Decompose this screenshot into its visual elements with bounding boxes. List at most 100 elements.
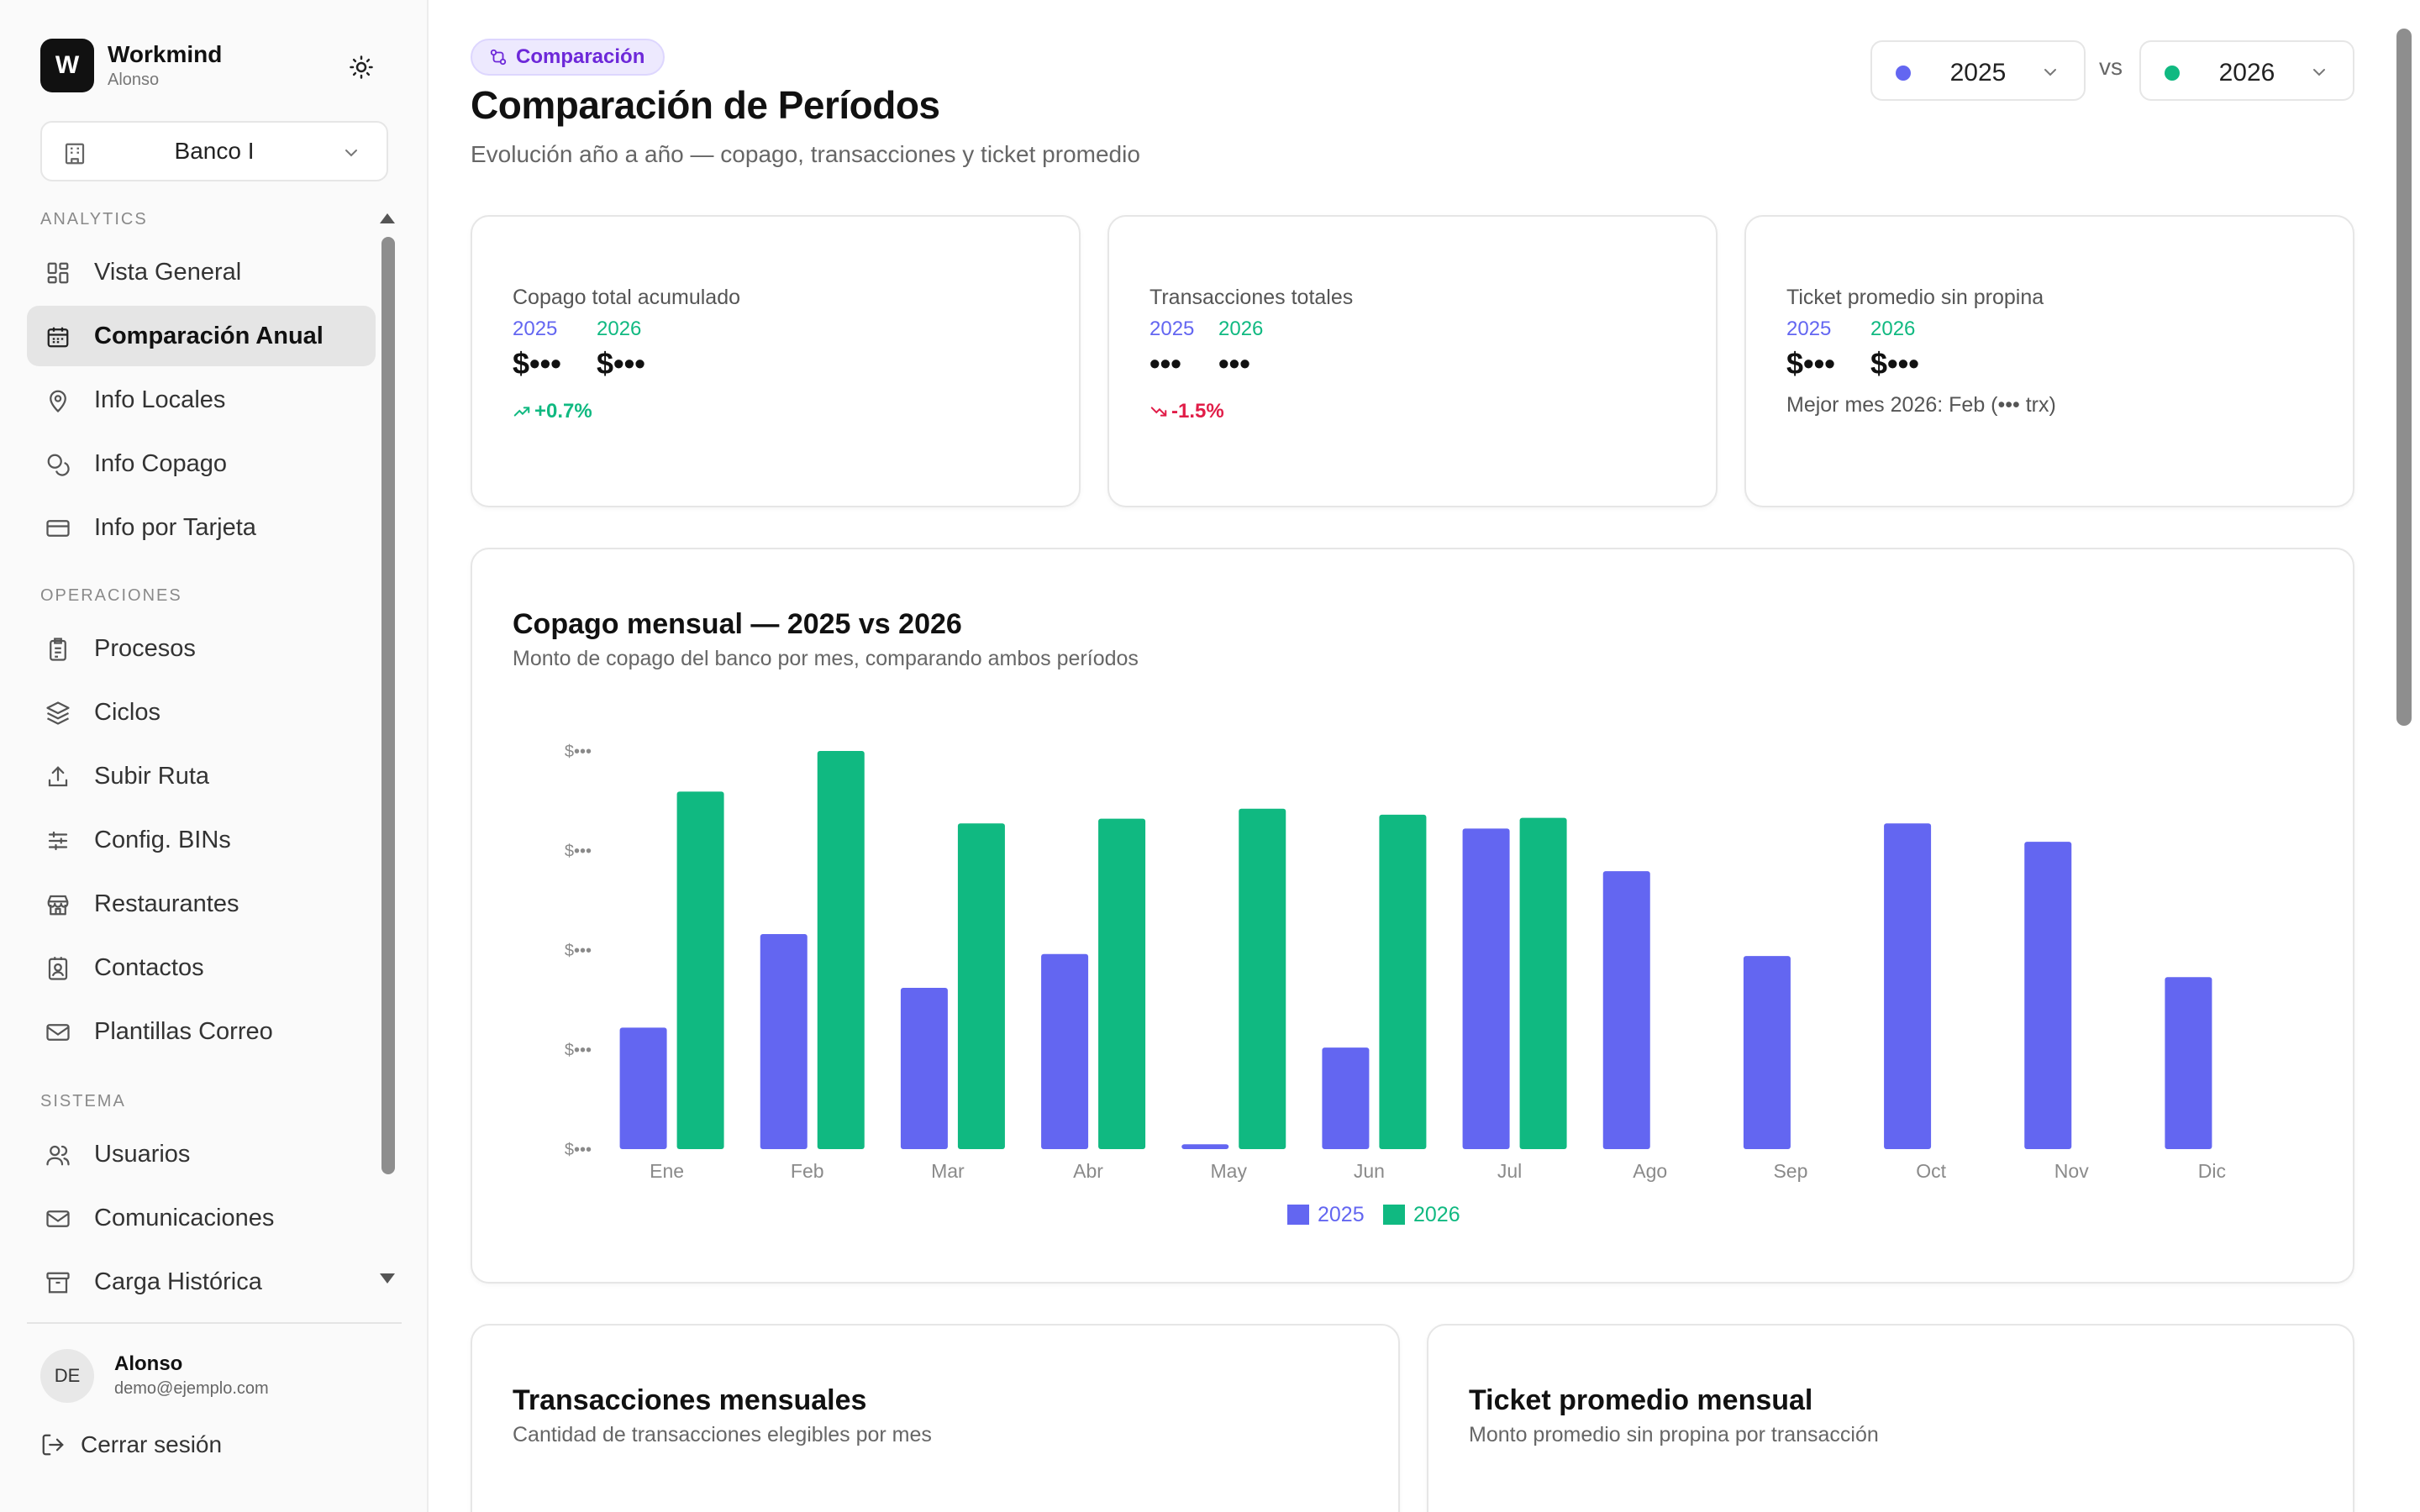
brand-user: Alonso [108,71,160,89]
sun-icon [350,55,373,79]
sidebar-item-info-copago[interactable]: Info Copago [27,433,376,494]
sidebar-scroll-up-arrow[interactable] [380,213,395,223]
sidebar-item-plantillas-correo[interactable]: Plantillas Correo [27,1001,376,1062]
sidebar-item-label: Usuarios [94,1140,191,1168]
kpi-value-b: $••• [1870,346,1919,381]
kpi-delta: -1.5% [1150,400,1224,423]
bank-selector-value: Banco I [174,138,255,164]
kpi-year-a: 2025 [513,318,558,340]
theme-toggle-button[interactable] [345,50,378,84]
sidebar-item-carga-historica[interactable]: Carga Histórica [27,1252,376,1304]
monthly-copago-card: Copago mensual — 2025 vs 2026 Monto de c… [471,548,2354,1284]
x-tick-label: May [1211,1160,1248,1182]
kpi-values: ••• ••• [1150,346,1302,381]
year-b-dot [2165,66,2180,81]
bar-2025-dic [2165,977,2212,1149]
clipboard-list-icon [50,638,66,661]
legend-swatch-2026 [1383,1205,1405,1225]
kpi-values: $••• $••• [1786,346,1954,381]
bar-2026-mar [957,823,1005,1149]
legend-swatch-2025 [1287,1205,1309,1225]
sidebar-item-usuarios[interactable]: Usuarios [27,1124,376,1184]
calendar-icon [47,327,69,348]
monthly-copago-chart: $••• $••• $••• $••• $••• Ene Feb Mar Abr May Jun Ju… [565,743,2226,1226]
dashboard-icon [47,262,69,284]
bar-2026-ene [676,791,724,1149]
y-tick-label: $••• [565,743,592,761]
chart-title: Copago mensual — 2025 vs 2026 [513,608,962,640]
log-out-icon [42,1434,64,1456]
ticket-promedio-mensual-card: Ticket promedio mensual Monto promedio s… [1427,1324,2354,1512]
chevron-down-icon [2044,69,2056,76]
year-a-value: 2025 [1949,59,2007,87]
sidebar-item-info-por-tarjeta[interactable]: Info por Tarjeta [27,497,376,558]
year-b-value: 2026 [2218,59,2275,87]
page-subtitle: Evolución año a año — copago, transaccio… [471,141,1140,167]
sidebar-item-subir-ruta[interactable]: Subir Ruta [27,746,376,806]
sidebar-item-procesos[interactable]: Procesos [27,618,376,679]
user-email: demo@ejemplo.com [114,1379,269,1398]
year-b-selector[interactable]: 2026 [2139,40,2354,101]
bar-2025-feb [760,934,808,1149]
credit-card-icon [46,520,70,537]
map-pin-icon [50,390,66,413]
vs-label: vs [2099,54,2123,80]
sidebar-item-label: Contactos [94,953,204,981]
avatar[interactable]: DE [40,1349,94,1403]
chart-subtitle: Monto de copago del banco por mes, compa… [513,647,1139,670]
bar-2026-abr [1098,818,1146,1149]
kpi-years: 2025 2026 [1150,318,1302,341]
sidebar-item-info-locales[interactable]: Info Locales [27,370,376,430]
sidebar-item-comparacion-anual[interactable]: Comparación Anual [27,306,376,366]
kpi-year-b: 2026 [597,318,642,340]
bar-2025-may [1181,1144,1229,1149]
sidebar-item-comunicaciones[interactable]: Comunicaciones [27,1188,376,1248]
kpi-note: Mejor mes 2026: Feb (••• trx) [1786,393,2056,417]
sidebar-item-config-bins[interactable]: Config. BINs [27,810,376,870]
page-scrollbar-thumb[interactable] [2396,29,2412,726]
upload-icon [48,766,68,787]
trending-up-icon [513,407,530,417]
x-tick-label: Feb [791,1160,824,1182]
kpi-value-a: ••• [1150,346,1181,381]
x-tick-label: Abr [1073,1160,1103,1182]
chevron-down-icon [345,150,357,157]
brand-name: Workmind [108,41,223,67]
bar-2025-jun [1322,1047,1370,1149]
logout-button[interactable]: Cerrar sesión [40,1428,222,1462]
logout-label: Cerrar sesión [81,1431,223,1457]
sidebar-item-label: Restaurantes [94,890,239,917]
page-title: Comparación de Períodos [471,83,940,127]
sidebar-item-label: Procesos [94,634,196,662]
card-subtitle: Cantidad de transacciones elegibles por … [513,1423,932,1446]
store-icon [47,895,69,916]
y-tick-label: $••• [565,1141,592,1159]
kpi-title: Copago total acumulado [513,286,741,309]
sidebar-item-contactos[interactable]: Contactos [27,937,376,998]
kpi-value-a: $••• [513,346,561,381]
sidebar-scroll-down-arrow[interactable] [380,1273,395,1284]
badge-label: Comparación [516,45,645,68]
sidebar-item-ciclos[interactable]: Ciclos [27,682,376,743]
kpi-years: 2025 2026 [513,318,681,341]
card-subtitle: Monto promedio sin propina por transacci… [1469,1423,1879,1446]
year-a-selector[interactable]: 2025 [1870,40,2086,101]
main-content: Comparación Comparación de Períodos Evol… [430,0,2395,1512]
sidebar-scrollbar-thumb[interactable] [381,237,395,1174]
git-compare-icon [490,49,507,66]
sidebar-item-vista-general[interactable]: Vista General [27,242,376,302]
brand-logo: W [40,39,94,92]
sidebar: W Workmind Alonso Banco I ANALYTICS Vist… [0,0,429,1512]
sidebar-item-label: Comunicaciones [94,1204,275,1231]
chevron-down-icon [2313,69,2325,76]
bar-2026-feb [817,751,865,1149]
kpi-delta-value: +0.7% [534,400,592,423]
x-tick-label: Sep [1773,1160,1807,1182]
sidebar-item-label: Plantillas Correo [94,1017,273,1045]
x-tick-label: Jul [1497,1160,1522,1182]
kpi-value-b: ••• [1218,346,1250,381]
bar-2025-ago [1602,871,1650,1149]
kpi-card-transacciones: Transacciones totales 2025 2026 ••• ••• -1… [1107,215,1718,507]
sidebar-item-restaurantes[interactable]: Restaurantes [27,874,376,934]
bank-selector[interactable]: Banco I [40,121,388,181]
